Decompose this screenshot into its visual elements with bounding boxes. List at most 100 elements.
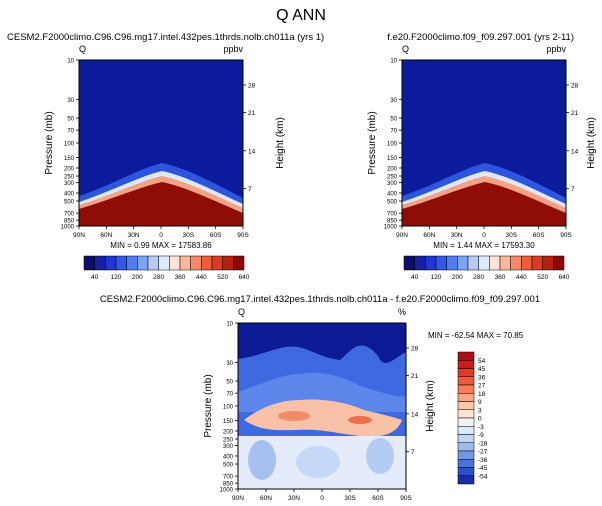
colorbar-swatch [489,255,501,271]
reference-red-core [402,182,566,226]
colorbar-label: 40 [411,274,419,281]
x-tick-label: 90N [396,232,408,239]
right-tick-label: 21 [571,110,579,117]
right-tick-label: 7 [411,449,415,456]
y-tick-label: 850 [387,219,398,225]
reference-panel: f.e20.F2000climo.f09_f09.297.001 (yrs 2-… [367,32,597,281]
colorbar-label: -54 [478,473,488,480]
x-tick-label: 30N [451,232,463,239]
colorbar-swatch [457,409,475,419]
colorbar-swatch [457,351,475,361]
y-tick-label: 1000 [220,488,234,494]
colorbar-swatch [457,401,475,410]
figure-title: Q ANN [276,7,326,24]
colorbar-label: 18 [478,391,486,398]
colorbar-label: 9 [478,399,482,406]
y-tick-label: 10 [226,322,233,328]
colorbar-swatch [457,475,475,485]
colorbar-swatch [446,255,458,271]
y-tick-label: 100 [223,405,234,411]
y-tick-label: 500 [387,200,398,206]
y-tick-label: 1000 [61,225,75,231]
difference-right-axis-label: Height (km) [425,380,436,432]
colorbar-label: -45 [478,465,488,472]
colorbar-label: -27 [478,449,488,456]
colorbar-swatch [457,459,475,468]
colorbar-label: 520 [537,274,548,281]
y-tick-label: 50 [390,117,397,123]
colorbar-swatch [467,255,479,271]
reference-units-label: ppbv [546,44,566,54]
y-tick-label: 500 [64,200,75,206]
difference-lower-blob-1 [248,440,276,480]
difference-lower-blob-3 [366,438,394,474]
y-tick-label: 100 [64,142,75,148]
colorbar-swatch [137,255,149,271]
reference-colorbar: 40 120 200 280 360 440 520 640 [403,255,570,281]
y-tick-label: 100 [387,142,398,148]
colorbar-label: 640 [559,274,570,281]
colorbar-swatch [115,255,127,271]
colorbar-label: 200 [452,274,463,281]
x-tick-label: 30N [128,232,140,239]
x-tick-label: 90S [400,495,412,502]
colorbar-swatch [542,255,554,271]
y-tick-label: 500 [223,463,234,469]
y-tick-label: 30 [226,361,233,367]
model-stats: MIN = 0.99 MAX = 17583.86 [110,241,212,250]
colorbar-swatch [457,368,475,377]
y-tick-label: 200 [387,166,398,172]
colorbar-swatch [457,442,475,452]
colorbar-label: 40 [91,274,99,281]
x-tick-label: 30S [344,495,356,502]
colorbar-swatch [403,255,415,271]
x-tick-label: 30N [288,495,300,502]
model-units-label: ppbv [223,44,243,54]
reference-variable-label: Q [402,44,409,54]
y-tick-label: 70 [390,129,397,135]
x-tick-label: 90S [237,232,249,239]
y-tick-label: 200 [223,429,234,435]
colorbar-swatch [211,255,223,271]
x-tick-label: 30S [506,232,518,239]
y-tick-label: 150 [64,156,75,162]
y-tick-label: 200 [64,166,75,172]
y-tick-label: 30 [67,98,74,104]
x-tick-label: 30S [183,232,195,239]
x-tick-label: 0 [482,232,486,239]
x-tick-label: 60N [100,232,112,239]
y-tick-label: 400 [64,191,75,197]
difference-right-ticks: 28 21 14 7 [406,345,419,456]
reference-right-ticks: 28 21 14 7 [566,82,579,193]
y-tick-label: 50 [226,380,233,386]
y-tick-label: 700 [387,212,398,218]
x-tick-label: 60S [210,232,222,239]
y-tick-label: 50 [67,117,74,123]
reference-stats: MIN = 1.44 MAX = 17593.30 [433,241,535,250]
x-tick-label: 60N [260,495,272,502]
colorbar-label: 520 [217,274,228,281]
colorbar-swatch [435,255,447,271]
y-tick-label: 10 [390,59,397,65]
right-tick-label: 7 [248,186,252,193]
reference-plot-area [401,59,567,227]
difference-panel: CESM2.F2000climo.C96.C96.mg17.intel.432p… [100,294,540,502]
y-tick-label: 850 [64,219,75,225]
colorbar-swatch [521,255,533,271]
colorbar-swatch [233,255,245,271]
difference-plot-area [237,322,407,490]
y-tick-label: 300 [387,181,398,187]
right-tick-label: 28 [571,82,579,89]
colorbar-swatch [457,450,475,460]
right-tick-label: 21 [411,373,419,380]
right-tick-label: 28 [411,345,419,352]
y-tick-label: 30 [390,98,397,104]
model-y-axis-label: Pressure (mb) [44,111,55,174]
colorbar-label: 440 [196,274,207,281]
difference-x-ticks: 90N 60N 30N 0 30S 60S 90S [232,489,412,502]
